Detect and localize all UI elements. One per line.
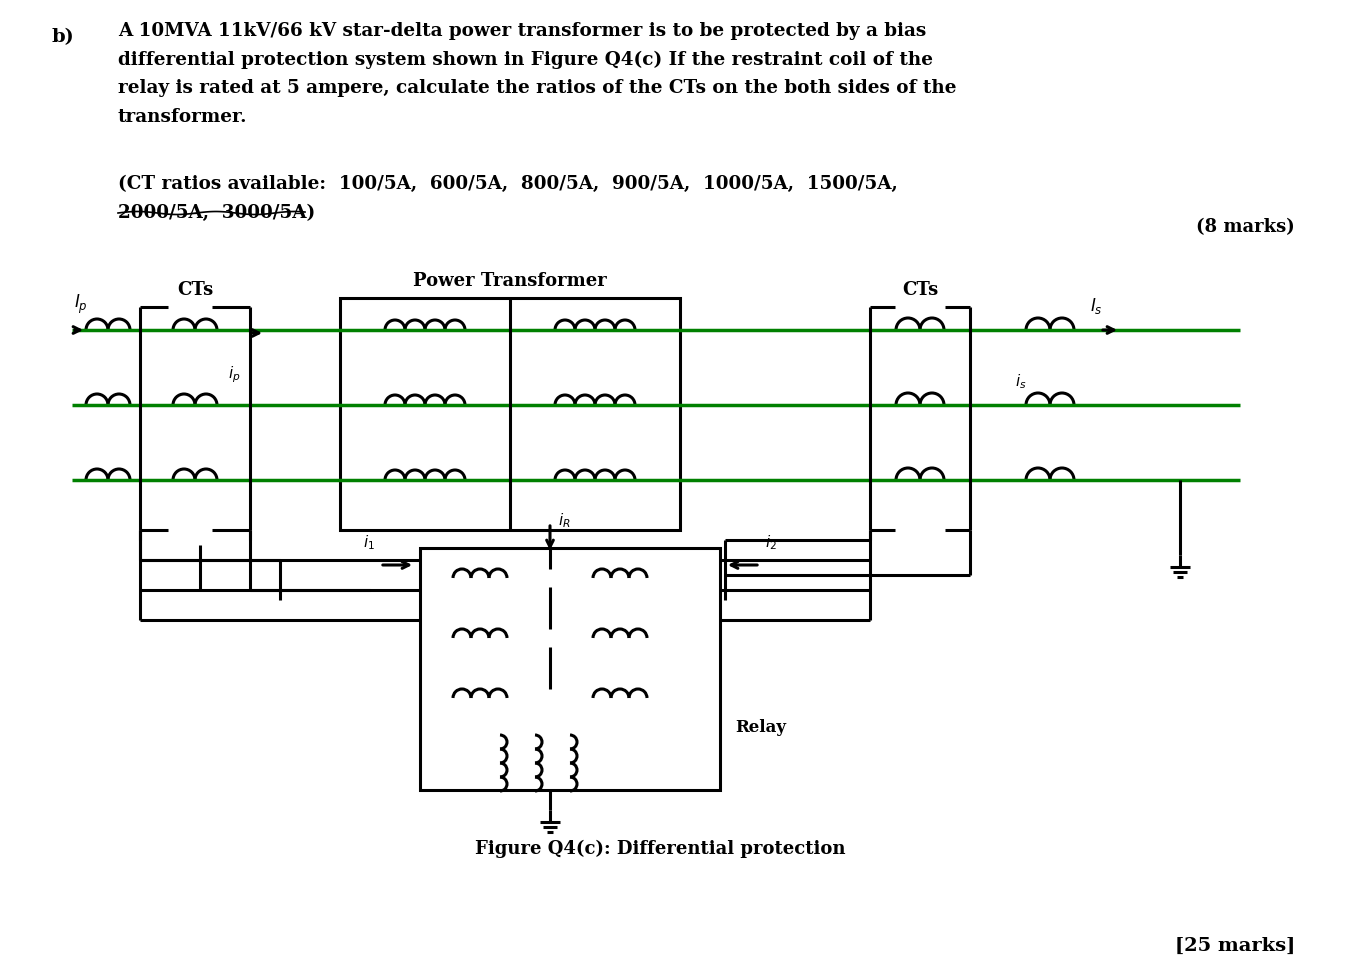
Text: (8 marks): (8 marks): [1197, 218, 1295, 236]
Text: b): b): [52, 28, 75, 46]
Text: (CT ratios available:  100/5A,  600/5A,  800/5A,  900/5A,  1000/5A,  1500/5A,
20: (CT ratios available: 100/5A, 600/5A, 80…: [118, 175, 898, 222]
Text: CTs: CTs: [176, 281, 213, 299]
Bar: [420, 548, 720, 790]
Text: [25 marks]: [25 marks]: [1175, 937, 1295, 955]
Text: $I_s$: $I_s$: [1090, 296, 1102, 316]
Text: $i_R$: $i_R$: [559, 511, 571, 530]
Text: A 10MVA 11kV/66 kV star-delta power transformer is to be protected by a bias
dif: A 10MVA 11kV/66 kV star-delta power tran…: [118, 22, 957, 126]
Text: $I_p$: $I_p$: [74, 293, 87, 316]
Bar: [341, 298, 680, 530]
Text: Power Transformer: Power Transformer: [413, 272, 607, 290]
Text: Figure Q4(c): Differential protection: Figure Q4(c): Differential protection: [475, 840, 845, 858]
Text: $i_2$: $i_2$: [765, 533, 777, 552]
Text: CTs: CTs: [902, 281, 938, 299]
Text: $i_p$: $i_p$: [227, 365, 240, 385]
Text: $i_1$: $i_1$: [363, 533, 376, 552]
Text: $i_s$: $i_s$: [1015, 373, 1027, 391]
Text: Relay: Relay: [735, 719, 786, 737]
